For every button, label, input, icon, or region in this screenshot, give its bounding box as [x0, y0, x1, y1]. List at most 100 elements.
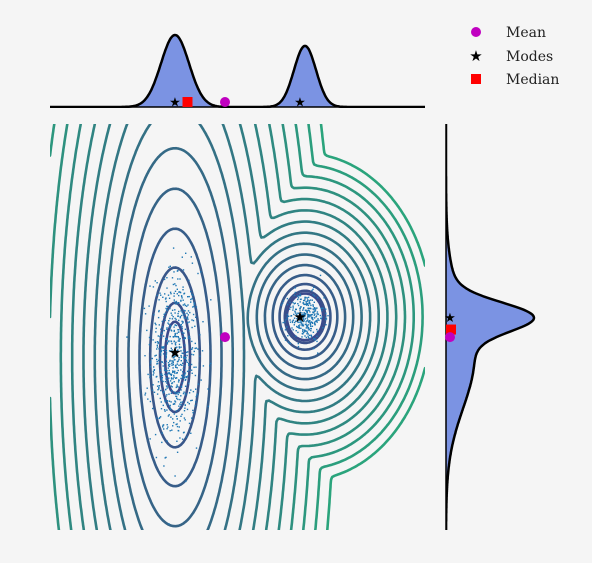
scatter-point [183, 391, 185, 393]
scatter-point [302, 302, 304, 304]
scatter-point [293, 303, 295, 305]
scatter-point [171, 318, 174, 320]
scatter-point [154, 355, 156, 357]
scatter-point [301, 312, 303, 314]
scatter-point [309, 299, 312, 301]
scatter-point [178, 426, 180, 428]
scatter-point [313, 337, 315, 340]
scatter-point [169, 408, 172, 410]
scatter-point [187, 322, 189, 324]
scatter-point [193, 303, 195, 305]
scatter-point [177, 312, 179, 315]
scatter-point [175, 415, 178, 417]
scatter-point [312, 305, 314, 307]
scatter-point [181, 297, 183, 299]
scatter-point [297, 303, 299, 305]
scatter-point [302, 332, 305, 334]
scatter-point [169, 350, 172, 353]
scatter-point [313, 307, 316, 310]
scatter-point [177, 329, 179, 331]
scatter-point [181, 364, 183, 366]
scatter-point [307, 315, 309, 317]
scatter-point [175, 335, 177, 338]
scatter-point [162, 353, 165, 355]
scatter-point [186, 305, 188, 307]
scatter-point [182, 286, 184, 288]
scatter-point [153, 391, 156, 393]
scatter-point [311, 325, 314, 327]
scatter-point [166, 403, 168, 406]
scatter-point [163, 329, 165, 332]
scatter-point [153, 314, 155, 316]
scatter-point [170, 401, 172, 403]
scatter-point [161, 332, 164, 334]
contour-level-4 [138, 227, 339, 488]
scatter-point [164, 457, 166, 459]
scatter-point [296, 295, 299, 297]
scatter-point [178, 358, 180, 361]
scatter-point [295, 312, 297, 314]
contour-level-11 [59, 124, 398, 530]
scatter-point [170, 293, 172, 295]
legend-modes-label: Modes [506, 49, 553, 65]
scatter-point [175, 347, 177, 349]
scatter-point [299, 309, 301, 311]
scatter-point [172, 283, 175, 286]
scatter-point [163, 465, 165, 467]
scatter-point [302, 328, 304, 331]
scatter-point [184, 385, 187, 387]
scatter-point [165, 352, 168, 354]
scatter-point [194, 404, 196, 407]
scatter-point [165, 338, 167, 340]
scatter-point [308, 307, 310, 310]
scatter-point [300, 316, 302, 318]
scatter-point [156, 538, 157, 539]
scatter-point [182, 321, 184, 323]
scatter-point [175, 300, 178, 303]
scatter-point [149, 362, 152, 364]
scatter-point [305, 327, 307, 329]
scatter-point [281, 327, 283, 330]
scatter-point [305, 321, 307, 323]
scatter-point [173, 356, 175, 358]
scatter-point [175, 392, 177, 394]
scatter-point [187, 375, 189, 377]
scatter-point [156, 417, 158, 419]
scatter-point [303, 320, 305, 322]
scatter-point [163, 316, 165, 318]
scatter-point [165, 395, 167, 398]
scatter-point [312, 322, 314, 324]
scatter-point [310, 328, 312, 330]
scatter-point [316, 330, 319, 332]
scatter-point [160, 401, 162, 403]
scatter-point [182, 289, 184, 291]
scatter-point [171, 382, 173, 385]
scatter-point [182, 314, 185, 316]
scatter-point [292, 319, 295, 321]
scatter-point [311, 321, 314, 324]
scatter-point [299, 315, 301, 317]
scatter-point [171, 386, 173, 388]
scatter-point [166, 327, 168, 329]
scatter-point [183, 309, 185, 312]
scatter-point [169, 359, 171, 362]
scatter-point [171, 314, 173, 316]
scatter-point [148, 305, 150, 307]
scatter-point [166, 287, 168, 289]
scatter-point [156, 393, 159, 395]
scatter-point [188, 364, 190, 366]
scatter-point [304, 296, 306, 299]
scatter-point [173, 402, 175, 405]
scatter-point [295, 313, 298, 316]
scatter-point [200, 271, 202, 273]
scatter-point [166, 394, 168, 396]
scatter-point [168, 373, 171, 375]
scatter-point [191, 297, 193, 300]
scatter-point [183, 356, 185, 358]
scatter-point [320, 318, 323, 320]
scatter-point [307, 333, 309, 335]
scatter-point [174, 312, 176, 314]
legend-mean-marker [471, 27, 481, 37]
scatter-point [165, 388, 167, 391]
scatter-point [183, 376, 186, 379]
